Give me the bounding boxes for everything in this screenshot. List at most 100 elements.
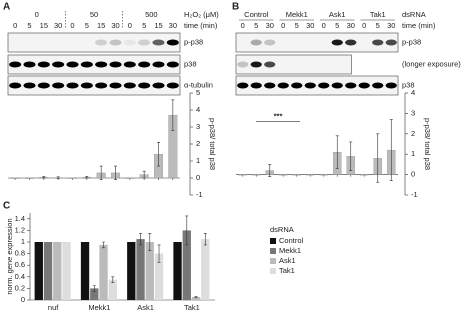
error-bar [139, 233, 143, 246]
time-label: 0 [362, 21, 366, 30]
band [291, 82, 303, 89]
y-axis-label: norm. gene expression [5, 218, 14, 294]
band [166, 82, 179, 89]
group-label: 500 [145, 10, 158, 19]
legend-swatch [270, 238, 276, 244]
band [138, 39, 151, 46]
y-tick-label: -1 [411, 190, 418, 199]
band [237, 82, 249, 89]
time-axis-label: time (min) [184, 21, 218, 30]
bar [127, 242, 136, 300]
band [109, 39, 122, 46]
band [23, 82, 36, 89]
time-label: 5 [295, 21, 299, 30]
band [37, 82, 50, 89]
band [95, 61, 108, 68]
band [37, 61, 50, 68]
band [345, 39, 357, 46]
y-tick-label: 0 [411, 170, 415, 179]
panel-label: B [232, 2, 239, 13]
legend-label: Tak1 [279, 266, 295, 275]
bar [68, 177, 77, 179]
group-label: Control [244, 10, 269, 19]
band [95, 39, 108, 46]
bar [80, 242, 90, 300]
blot [235, 32, 399, 53]
band [331, 82, 343, 89]
y-tick-label: 0.6 [15, 260, 25, 269]
bar [360, 174, 369, 176]
bar [252, 174, 261, 176]
bar [182, 230, 191, 300]
y-tick-label: 1.2 [15, 225, 25, 234]
row-label: p38 [402, 80, 415, 89]
time-axis-label: time (min) [402, 21, 436, 30]
error-bar [56, 176, 60, 179]
band [9, 82, 22, 89]
time-label: 15 [40, 21, 48, 30]
y-tick-label: 0 [21, 295, 25, 304]
band [23, 61, 36, 68]
error-bar [194, 296, 198, 298]
time-label: 30 [266, 21, 274, 30]
y-tick-label: 2 [196, 139, 200, 148]
bar [145, 242, 154, 300]
time-label: 5 [142, 21, 146, 30]
bar [201, 239, 210, 300]
annotation: *** [274, 112, 283, 121]
band [237, 61, 249, 68]
error-bar [157, 142, 160, 167]
band [250, 61, 262, 68]
band [109, 82, 122, 89]
legend-swatch [270, 268, 276, 274]
band [66, 82, 79, 89]
y-tick-label: 1 [411, 149, 415, 158]
band [109, 61, 122, 68]
bar [25, 177, 34, 179]
time-label: 0 [322, 21, 326, 30]
y-tick-label: 5 [196, 88, 200, 97]
bar [173, 242, 182, 300]
blot [7, 32, 181, 53]
time-label: 5 [85, 21, 89, 30]
error-bar [268, 164, 272, 177]
error-bar [376, 133, 380, 184]
band [372, 39, 384, 46]
error-bar [389, 119, 393, 182]
band [138, 61, 151, 68]
time-label: 5 [254, 21, 258, 30]
error-bar [42, 176, 46, 179]
error-bar [171, 99, 175, 131]
time-label: 0 [13, 21, 17, 30]
bar [136, 239, 145, 300]
legend-swatch [270, 248, 276, 254]
group-label: 50 [90, 10, 98, 19]
band [250, 39, 262, 46]
band [372, 82, 384, 89]
error-bar [99, 165, 103, 180]
time-label: 5 [376, 21, 380, 30]
band [123, 61, 136, 68]
band [138, 82, 151, 89]
band [331, 39, 343, 46]
time-label: 15 [154, 21, 162, 30]
bar [108, 279, 117, 300]
bar [90, 288, 99, 300]
group-label: 0 [35, 10, 39, 19]
band [318, 82, 330, 89]
band [166, 61, 179, 68]
bar [43, 242, 53, 300]
y-tick-label: 1 [196, 156, 200, 165]
bar [154, 253, 164, 300]
band [166, 39, 179, 46]
band [250, 82, 262, 89]
error-bar [92, 285, 96, 292]
bar [34, 242, 43, 300]
time-label: 30 [111, 21, 119, 30]
y-tick-label: 0 [196, 173, 200, 182]
x-tick-label: Ask1 [137, 303, 154, 312]
legend-title: dsRNA [270, 225, 294, 234]
blot [235, 75, 399, 96]
band [264, 61, 276, 68]
